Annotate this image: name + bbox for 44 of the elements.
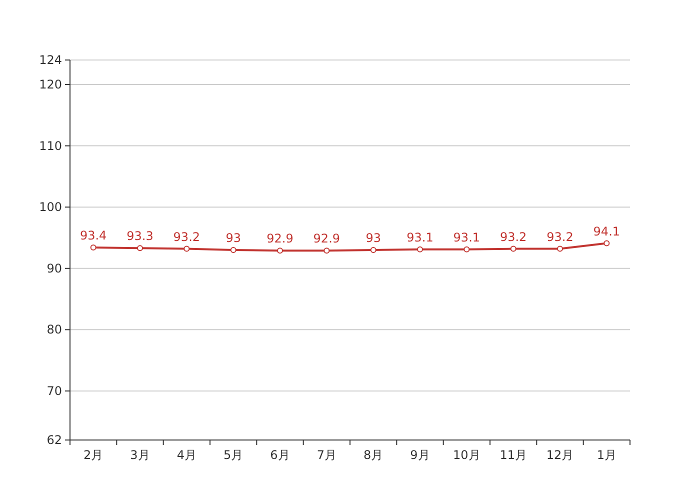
point bbox=[90, 244, 96, 251]
x-tick-label: 8月 bbox=[364, 448, 384, 462]
data-label: 93.2 bbox=[173, 230, 200, 244]
point bbox=[604, 240, 610, 246]
y-tick-label: 124 bbox=[39, 53, 62, 67]
data-label: 92.9 bbox=[313, 232, 340, 246]
point bbox=[324, 248, 330, 254]
data-label: 93.4 bbox=[80, 228, 107, 243]
data-label: 93.1 bbox=[406, 230, 434, 244]
x-tick-label: 1月 bbox=[596, 448, 616, 462]
x-tick-label: 2月 bbox=[84, 448, 104, 462]
point bbox=[184, 246, 190, 252]
data-label: 94.1 bbox=[593, 224, 620, 238]
x-tick-label: 9月 bbox=[410, 448, 430, 462]
x-tick-label: 7月 bbox=[316, 448, 336, 462]
x-tick-label: 3月 bbox=[130, 448, 150, 462]
data-label: 93.2 bbox=[500, 230, 527, 244]
point bbox=[370, 247, 376, 253]
y-tick-label: 100 bbox=[39, 200, 62, 214]
data-label: 92.9 bbox=[266, 232, 294, 246]
x-tick-label: 5月 bbox=[224, 448, 244, 462]
data-label: 93 bbox=[366, 231, 381, 245]
x-tick-label: 6月 bbox=[270, 448, 290, 462]
x-tick-label: 12月 bbox=[546, 448, 574, 462]
point bbox=[230, 247, 236, 253]
data-label: 93.3 bbox=[126, 229, 154, 244]
data-label: 93.1 bbox=[453, 230, 480, 244]
point bbox=[137, 245, 143, 252]
data-label: 93 bbox=[226, 231, 241, 245]
point bbox=[464, 246, 470, 252]
x-tick-label: 4月 bbox=[176, 448, 196, 462]
point bbox=[510, 246, 516, 252]
y-tick-label: 70 bbox=[46, 384, 62, 398]
y-tick-label: 120 bbox=[39, 78, 62, 92]
point bbox=[557, 246, 563, 252]
y-tick-label: 110 bbox=[39, 138, 62, 153]
x-tick-label: 11月 bbox=[500, 448, 527, 462]
point bbox=[277, 248, 283, 254]
y-tick-label: 62 bbox=[46, 433, 62, 447]
x-tick-label: 10月 bbox=[453, 448, 480, 462]
point bbox=[417, 246, 423, 252]
data-label: 93.2 bbox=[546, 230, 574, 244]
y-tick-label: 90 bbox=[46, 261, 62, 276]
y-tick-label: 80 bbox=[46, 322, 62, 337]
